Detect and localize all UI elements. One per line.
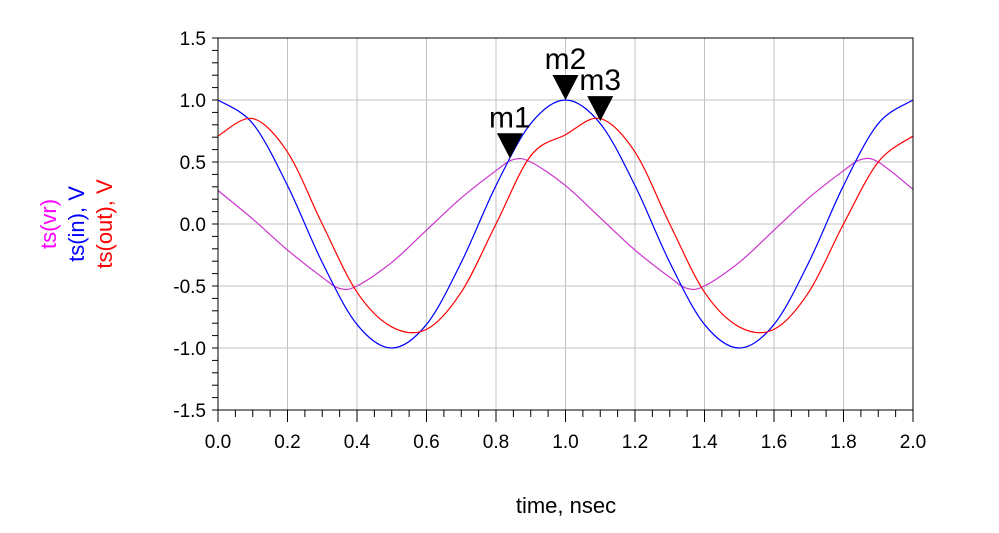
y-tick-labels: 1.5 1.0 0.5 0.0 -0.5 -1.0 -1.5 <box>173 29 206 422</box>
y-tick-label: 1.5 <box>180 29 206 50</box>
plot-frame <box>217 37 914 411</box>
series-line-1 <box>217 157 914 291</box>
x-tick-label: 0.0 <box>205 432 231 453</box>
marker-label: m3 <box>579 64 621 97</box>
x-tick-label: 2.0 <box>900 432 926 453</box>
x-tick-label: 0.8 <box>483 432 509 453</box>
x-tick-label: 1.6 <box>761 432 787 453</box>
x-tick-label: 0.4 <box>344 432 371 453</box>
y-tick-label: -1.0 <box>173 339 206 360</box>
x-tick-label: 1.4 <box>691 432 718 453</box>
marker-triangle <box>587 96 614 122</box>
x-tick-labels: 0.0 0.2 0.4 0.6 0.8 1.0 1.2 1.4 1.6 1.8 2.0 <box>205 432 926 453</box>
marker-label: m2 <box>545 43 587 76</box>
y-axis-title: ts(vr) <box>36 199 61 249</box>
marker-triangle <box>552 75 579 100</box>
marker-label: m1 <box>489 101 531 134</box>
y-axis-title: ts(in), V <box>64 186 89 262</box>
series-line-3 <box>217 117 914 334</box>
x-tick-label: 0.6 <box>413 432 439 453</box>
y-tick-label: 0.5 <box>180 153 206 174</box>
x-tick-label: 1.0 <box>552 432 578 453</box>
x-tick-label: 0.2 <box>274 432 300 453</box>
x-tick-label: 1.8 <box>830 432 856 453</box>
y-tick-label: 0.0 <box>180 215 206 236</box>
y-tick-label: 1.0 <box>180 91 206 112</box>
y-tick-label: -1.5 <box>173 401 206 422</box>
x-tick-label: 1.2 <box>622 432 648 453</box>
marker-triangle <box>496 133 523 159</box>
x-axis-title: time, nsec <box>516 493 616 518</box>
minor-ticks <box>212 37 914 422</box>
y-tick-label: -0.5 <box>173 277 206 298</box>
y-axis-title: ts(out), V <box>92 179 117 269</box>
